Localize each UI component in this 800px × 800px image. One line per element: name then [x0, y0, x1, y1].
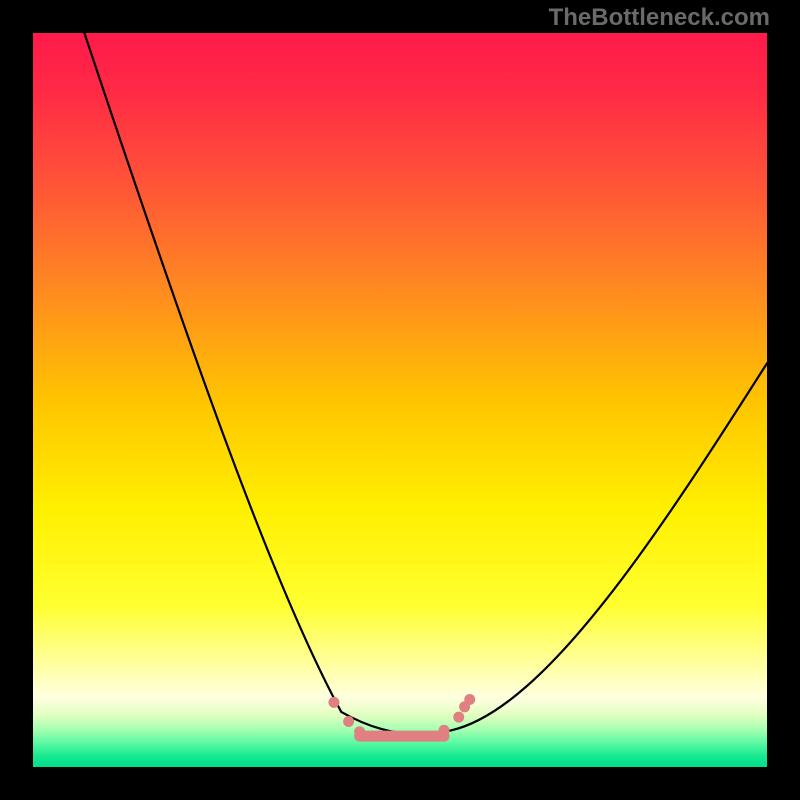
marker-dot: [343, 716, 354, 727]
marker-dot: [453, 712, 464, 723]
chart-svg: [33, 33, 767, 767]
marker-dot: [439, 725, 450, 736]
marker-dot: [354, 726, 365, 737]
marker-dot: [328, 697, 339, 708]
marker-dot: [464, 694, 475, 705]
plot-area: [33, 33, 767, 767]
watermark-text: TheBottleneck.com: [549, 4, 770, 32]
bottleneck-curve: [84, 33, 767, 734]
